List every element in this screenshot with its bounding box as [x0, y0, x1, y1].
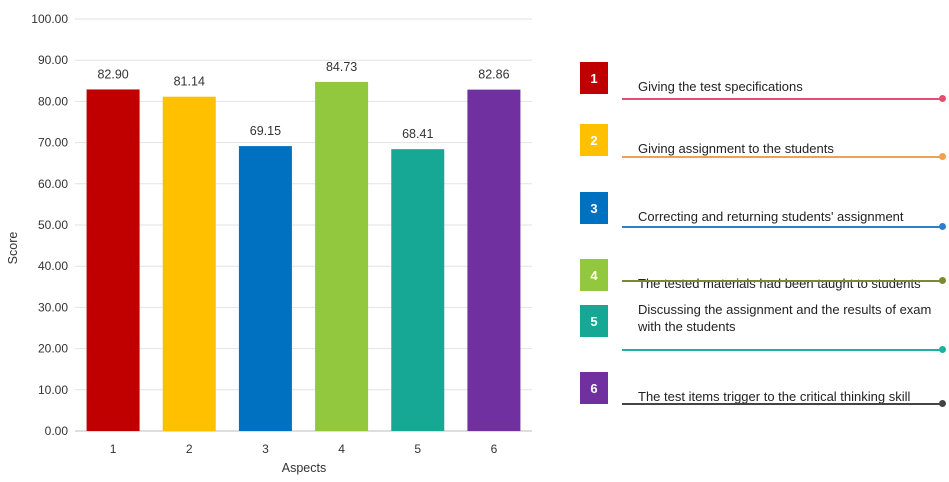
data-label-1: 82.90: [97, 67, 128, 81]
y-tick-label: 40.00: [38, 259, 68, 273]
legend-line-dot: [939, 223, 946, 230]
y-axis-ticks: 0.00 10.00 20.00 30.00 40.00 50.00 60.00 70.00 8…: [31, 12, 68, 438]
data-label-2: 81.14: [174, 75, 205, 89]
legend-underline: [622, 156, 942, 158]
y-axis-title: Score: [6, 232, 20, 265]
legend-line-dot: [939, 346, 946, 353]
x-axis-title: Aspects: [282, 461, 326, 475]
data-label-3: 69.15: [250, 124, 281, 138]
legend-number-badge: 6: [580, 372, 608, 404]
legend-text: The tested materials had been taught to …: [638, 276, 921, 291]
y-tick-label: 50.00: [38, 218, 68, 232]
legend-underline: [622, 98, 942, 100]
x-tick-label: 1: [110, 442, 117, 456]
legend-underline: [622, 280, 942, 282]
bar-5: [391, 149, 445, 431]
legend-item-4: 4 The tested materials had been taught to…: [580, 257, 949, 297]
y-tick-label: 70.00: [38, 136, 68, 150]
legend-line-dot: [939, 400, 946, 407]
y-tick-label: 60.00: [38, 177, 68, 191]
bar-1: [86, 89, 140, 432]
x-tick-label: 2: [186, 442, 193, 456]
x-axis-ticks: 1 2 3 4 5 6: [110, 442, 498, 456]
y-tick-label: 80.00: [38, 94, 68, 108]
y-tick-label: 100.00: [31, 12, 68, 26]
legend-number-badge: 2: [580, 124, 608, 156]
bar-chart: 0.00 10.00 20.00 30.00 40.00 50.00 60.00 70.00 8…: [6, 12, 532, 475]
legend-text: Giving the test specifications: [638, 79, 803, 94]
legend-number-badge: 5: [580, 305, 608, 337]
legend-item-3: 3 Correcting and returning students' assi…: [580, 190, 949, 230]
data-label-6: 82.86: [478, 68, 509, 82]
gridlines: [75, 18, 532, 432]
legend-underline: [622, 226, 942, 228]
legend-number-badge: 1: [580, 62, 608, 94]
data-label-4: 84.73: [326, 60, 357, 74]
bars: [86, 81, 521, 432]
y-tick-label: 0.00: [45, 424, 69, 438]
legend-item-2: 2 Giving assignment to the students: [580, 122, 949, 162]
bar-6: [467, 89, 521, 432]
legend-number-badge: 3: [580, 192, 608, 224]
y-tick-label: 30.00: [38, 300, 68, 314]
legend-text: Giving assignment to the students: [638, 141, 834, 156]
y-tick-label: 20.00: [38, 342, 68, 356]
legend-number-badge: 4: [580, 259, 608, 291]
x-tick-label: 4: [338, 442, 345, 456]
legend-line-dot: [939, 277, 946, 284]
bar-2: [162, 96, 216, 432]
data-labels: 82.90 81.14 69.15 84.73 68.41 82.86: [97, 60, 509, 141]
x-tick-label: 3: [262, 442, 269, 456]
x-tick-label: 6: [491, 442, 498, 456]
bar-4: [315, 81, 369, 431]
legend-underline: [622, 349, 942, 351]
legend-item-1: 1 Giving the test specifications: [580, 60, 949, 102]
legend-line-dot: [939, 95, 946, 102]
x-tick-label: 5: [414, 442, 421, 456]
legend-text: Correcting and returning students' assig…: [638, 209, 904, 224]
y-tick-label: 90.00: [38, 53, 68, 67]
legend-text: Discussing the assignment and the result…: [638, 302, 932, 334]
legend-underline: [622, 403, 942, 405]
legend-item-5: 5 Discussing the assignment and the resul…: [580, 302, 949, 353]
bar-3: [238, 146, 292, 432]
legend-line-dot: [939, 153, 946, 160]
legend-text: The test items trigger to the critical t…: [638, 389, 911, 404]
data-label-5: 68.41: [402, 127, 433, 141]
legend-item-6: 6 The test items trigger to the critical …: [580, 370, 949, 410]
legend: 1 Giving the test specifications 2 Giving a…: [580, 60, 949, 420]
y-tick-label: 10.00: [38, 383, 68, 397]
